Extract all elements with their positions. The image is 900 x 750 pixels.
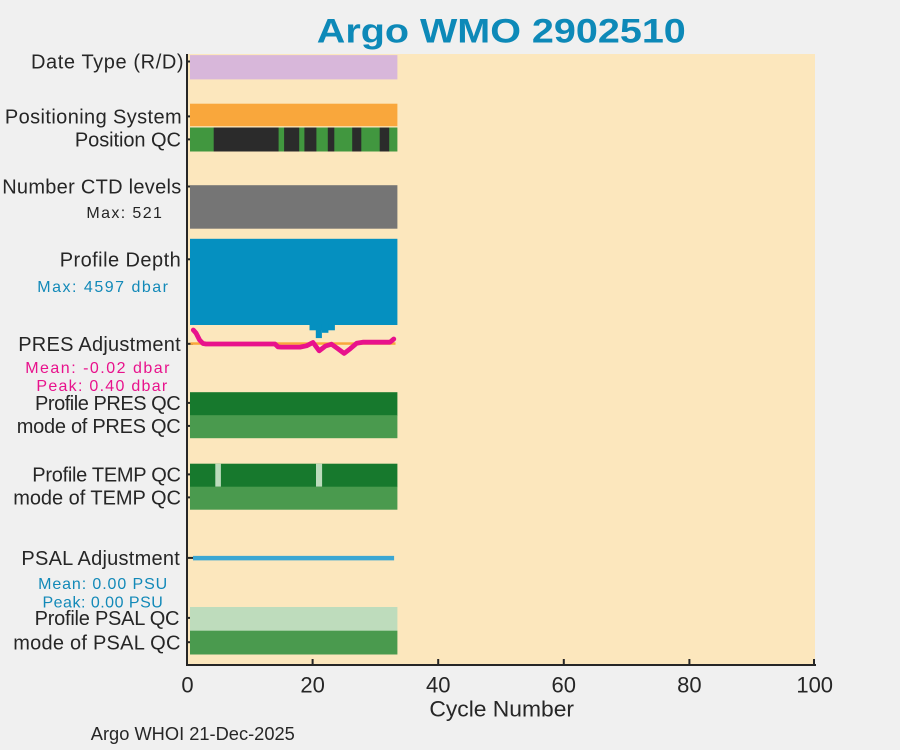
svg-text:Max: 521: Max: 521 <box>86 205 162 222</box>
svg-text:Number CTD levels: Number CTD levels <box>2 177 181 199</box>
svg-text:Date Type (R/D): Date Type (R/D) <box>31 52 184 74</box>
svg-text:Peak: 0.00 PSU: Peak: 0.00 PSU <box>43 595 163 612</box>
svg-text:Argo WHOI 21-Dec-2025: Argo WHOI 21-Dec-2025 <box>91 724 295 744</box>
svg-text:Profile Depth: Profile Depth <box>60 250 181 272</box>
svg-text:Profile PSAL QC: Profile PSAL QC <box>35 608 180 630</box>
svg-text:Profile TEMP QC: Profile TEMP QC <box>32 465 181 487</box>
svg-text:Peak: 0.40 dbar: Peak: 0.40 dbar <box>36 378 167 395</box>
svg-text:60: 60 <box>552 673 576 698</box>
svg-text:Cycle Number: Cycle Number <box>429 697 574 722</box>
svg-text:Positioning System: Positioning System <box>5 107 182 129</box>
svg-text:Position QC: Position QC <box>75 130 181 152</box>
svg-text:20: 20 <box>300 673 324 698</box>
svg-text:100: 100 <box>796 673 833 698</box>
svg-text:Mean: -0.02 dbar: Mean: -0.02 dbar <box>25 360 170 377</box>
svg-text:Argo WMO 2902510: Argo WMO 2902510 <box>317 13 686 51</box>
svg-text:mode of PRES QC: mode of PRES QC <box>17 416 181 438</box>
svg-text:mode of TEMP QC: mode of TEMP QC <box>13 488 181 510</box>
svg-text:Max: 4597 dbar: Max: 4597 dbar <box>37 279 168 296</box>
svg-text:PSAL Adjustment: PSAL Adjustment <box>21 548 180 570</box>
svg-text:Mean: 0.00 PSU: Mean: 0.00 PSU <box>38 576 167 593</box>
svg-text:mode of PSAL QC: mode of PSAL QC <box>13 632 180 654</box>
svg-text:80: 80 <box>677 673 701 698</box>
svg-text:PRES Adjustment: PRES Adjustment <box>18 334 181 356</box>
svg-text:0: 0 <box>181 673 193 698</box>
svg-text:40: 40 <box>426 673 450 698</box>
svg-text:Profile PRES QC: Profile PRES QC <box>35 393 181 415</box>
